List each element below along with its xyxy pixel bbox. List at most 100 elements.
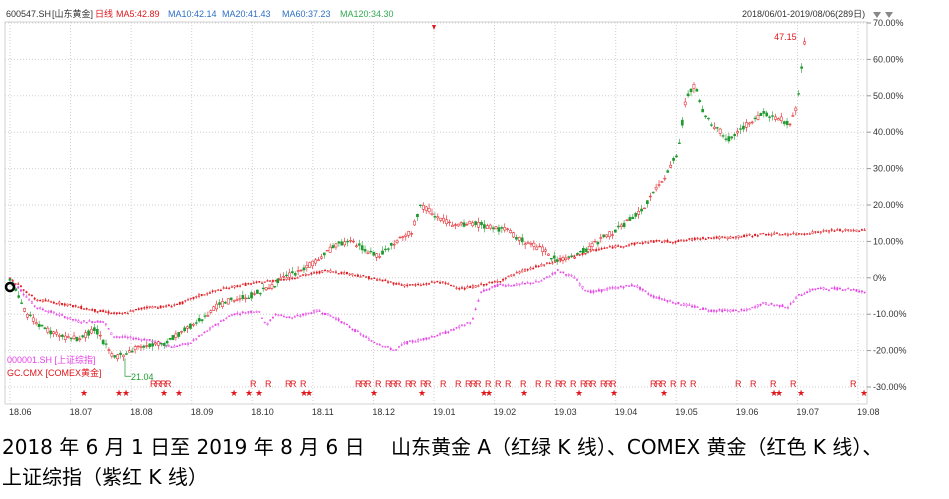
event-r: R <box>375 379 382 389</box>
event-r: R <box>650 379 657 389</box>
candle-body <box>80 322 83 324</box>
candle-body <box>488 288 491 290</box>
candle-body <box>28 299 31 301</box>
candle-body <box>485 225 489 229</box>
candle-body <box>592 249 595 251</box>
candle-body <box>436 216 440 219</box>
candle-body <box>811 231 814 235</box>
event-r: R <box>395 379 402 389</box>
candle-body <box>159 343 163 345</box>
candle-body <box>603 288 606 291</box>
candle-body <box>320 256 323 259</box>
candle-body <box>844 228 847 231</box>
candle-body <box>305 265 309 269</box>
candle-body <box>195 296 198 298</box>
candle-body <box>721 236 724 238</box>
candle-body <box>222 287 225 289</box>
candle-body <box>115 336 118 338</box>
candle-body <box>507 284 510 287</box>
candle-body <box>817 231 820 233</box>
event-r: R <box>165 379 172 389</box>
candle-body <box>129 310 132 312</box>
candle-body <box>630 284 633 287</box>
event-r: R <box>440 379 447 389</box>
candle-body <box>693 237 696 241</box>
candle-body <box>808 289 811 292</box>
event-r: R <box>425 379 432 389</box>
candle-body <box>596 241 600 245</box>
candle-body <box>488 224 492 229</box>
candle-body <box>107 349 111 351</box>
x-tick-label: 18.06 <box>9 407 32 417</box>
candle-body <box>570 255 574 257</box>
candle-body <box>453 224 457 226</box>
candle-body <box>765 302 767 305</box>
candle-body <box>332 271 335 273</box>
candle-body <box>682 240 685 242</box>
candle-body <box>46 327 50 333</box>
candle-body <box>748 234 751 236</box>
candle-body <box>518 271 521 274</box>
candle-body <box>863 229 866 232</box>
candle-body <box>692 84 696 89</box>
candle-body <box>685 239 688 242</box>
candle-body <box>756 235 759 237</box>
candle-body <box>154 342 157 345</box>
candle-body <box>373 341 376 344</box>
candle-body <box>118 336 121 338</box>
candle-body <box>282 279 285 281</box>
top-flag-icon <box>432 25 436 30</box>
candle-body <box>328 246 332 253</box>
candle-body <box>244 297 248 300</box>
candle-body <box>548 262 551 265</box>
candle-body <box>23 308 26 312</box>
candle-body <box>605 234 608 238</box>
candle-body <box>22 293 25 296</box>
candle-body <box>767 304 770 306</box>
candle-body <box>540 264 543 267</box>
settings-icon[interactable] <box>885 12 893 18</box>
period-label: 日线 <box>95 8 113 19</box>
candle-body <box>211 325 214 328</box>
candle-body <box>36 299 39 302</box>
candle-body <box>419 339 422 341</box>
candle-body <box>491 227 495 230</box>
candle-body <box>825 230 828 232</box>
candle-body <box>263 281 266 283</box>
date-range[interactable]: 2018/06/01-2019/08/06(289日) <box>742 9 865 19</box>
candle-body <box>493 281 496 283</box>
candle-body <box>789 303 792 305</box>
candle-body <box>337 241 341 244</box>
candle-body <box>471 318 474 320</box>
candle-body <box>636 242 639 244</box>
x-tick-label: 18.09 <box>191 407 214 417</box>
candle-body <box>99 320 102 323</box>
y-tick-label: -20.00% <box>873 346 907 356</box>
candle-body <box>362 335 365 337</box>
candle-body <box>135 337 137 340</box>
x-tick-label: 18.07 <box>70 407 93 417</box>
dropdown-icon[interactable] <box>873 12 881 18</box>
candle-body <box>126 312 129 315</box>
candle-body <box>140 307 143 310</box>
candle-body <box>556 269 559 271</box>
candle-body <box>317 259 320 262</box>
event-r: R <box>580 379 587 389</box>
candle-body <box>230 314 233 317</box>
candle-body <box>425 337 428 340</box>
candle-body <box>88 309 91 311</box>
candle-body <box>641 242 644 244</box>
candle-body <box>544 249 547 252</box>
candle-body <box>58 334 61 337</box>
event-star: ★ <box>480 388 488 398</box>
candle-body <box>233 285 236 288</box>
candle-body <box>8 278 12 281</box>
candle-body <box>534 280 537 283</box>
candle-body <box>715 310 718 312</box>
candle-body <box>718 309 721 311</box>
event-r: R <box>655 379 662 389</box>
candle-body <box>113 312 116 314</box>
candle-body <box>113 336 116 338</box>
candle-body <box>497 227 501 232</box>
